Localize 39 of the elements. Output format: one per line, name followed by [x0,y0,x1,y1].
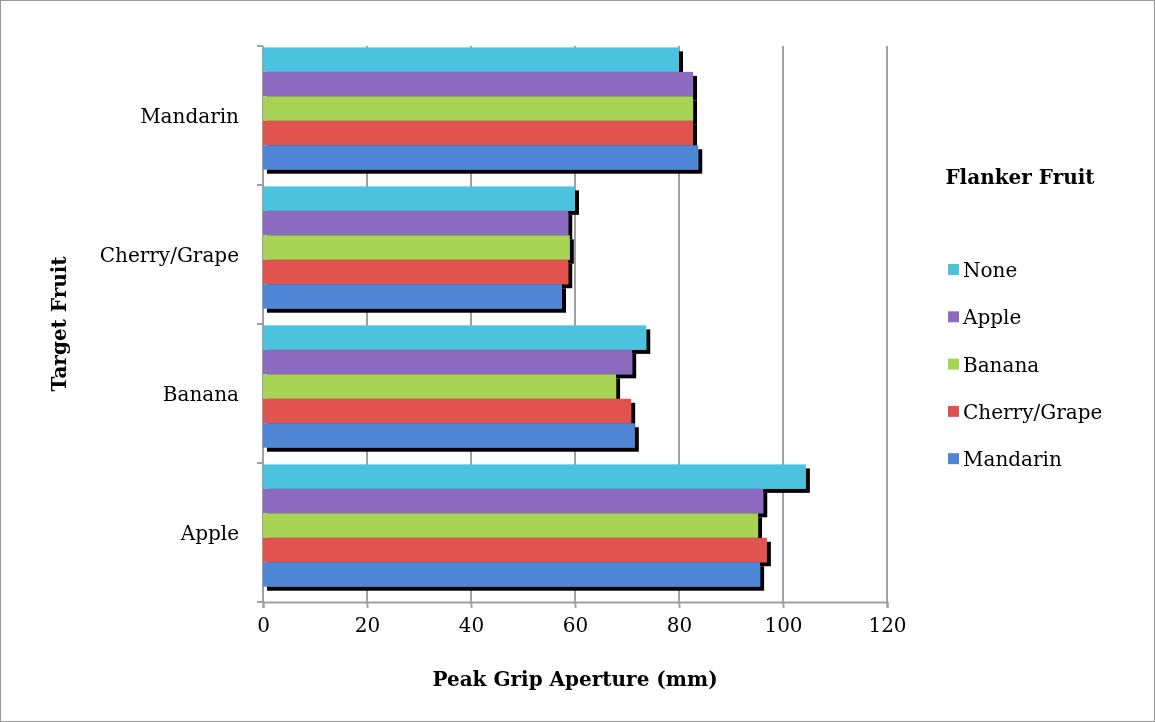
legend-label: Mandarin [963,447,1062,472]
bar [263,186,575,211]
bar [263,488,764,514]
bar [263,96,694,121]
x-tick-label: 60 [562,613,589,638]
y-axis-title: Target Fruit [47,255,71,392]
x-tick-label: 40 [458,613,485,638]
bar [263,423,635,448]
legend-label: None [963,258,1018,282]
bar [263,349,633,375]
x-tick-label: 80 [666,613,693,638]
bar [263,374,617,399]
bar [263,325,647,350]
bar [263,464,806,489]
bar [263,145,699,170]
legend-title: Flanker Fruit [945,165,1096,189]
legend-label: Banana [963,352,1040,377]
bar [263,562,761,587]
y-tick-label: Banana [162,381,240,406]
bar [263,537,767,563]
bar [263,284,562,309]
legend-label: Cherry/Grape [963,399,1103,424]
x-tick-label: 100 [764,613,803,638]
legend-label: Apple [962,305,1022,330]
bar [263,71,694,97]
bar [263,120,694,146]
x-tick-label: 20 [354,613,381,638]
bar [263,210,569,236]
bar [263,513,759,538]
bar [263,398,632,424]
y-tick-label: Apple [179,520,239,545]
bar [263,259,569,285]
x-tick-label: 0 [257,613,270,638]
x-tick-label: 120 [868,613,907,638]
bar [263,47,679,72]
bar [263,235,570,260]
y-tick-label: Cherry/Grape [99,242,239,267]
x-axis-title: Peak Grip Aperture (mm) [432,667,718,691]
y-tick-label: Mandarin [140,103,240,128]
